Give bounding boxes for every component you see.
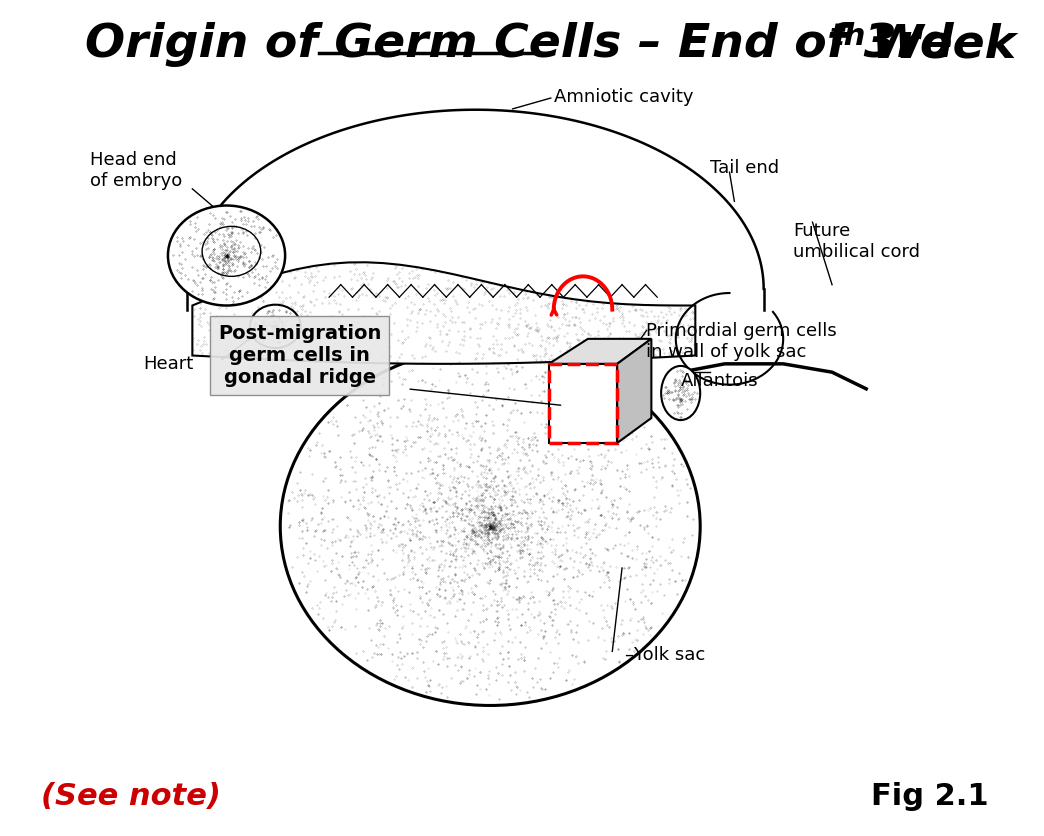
Polygon shape — [192, 263, 695, 364]
Text: Post-migration
germ cells in
gonadal ridge: Post-migration germ cells in gonadal rid… — [218, 324, 381, 387]
Text: Head end
of embryo: Head end of embryo — [90, 151, 182, 190]
Polygon shape — [549, 364, 617, 443]
Circle shape — [250, 304, 301, 348]
Text: Fig 2.1: Fig 2.1 — [871, 782, 989, 811]
Text: Future
umbilical cord: Future umbilical cord — [793, 222, 920, 261]
Text: Amniotic cavity: Amniotic cavity — [553, 89, 693, 106]
Ellipse shape — [661, 366, 701, 420]
Circle shape — [168, 206, 285, 305]
Text: –Yolk sac: –Yolk sac — [625, 646, 706, 665]
Text: Origin of Germ Cells – End of 3rd: Origin of Germ Cells – End of 3rd — [86, 23, 954, 67]
Polygon shape — [549, 339, 651, 364]
Bar — [549, 364, 617, 443]
Polygon shape — [617, 339, 651, 443]
Text: Tail end: Tail end — [710, 159, 779, 177]
Text: Heart: Heart — [143, 354, 194, 373]
Text: Primordial germ cells
in wall of yolk sac: Primordial germ cells in wall of yolk sa… — [646, 322, 837, 361]
Text: th: th — [830, 23, 867, 51]
Text: (See note): (See note) — [41, 782, 221, 811]
Text: Allantois: Allantois — [681, 371, 758, 390]
Text: Week: Week — [855, 23, 1017, 67]
